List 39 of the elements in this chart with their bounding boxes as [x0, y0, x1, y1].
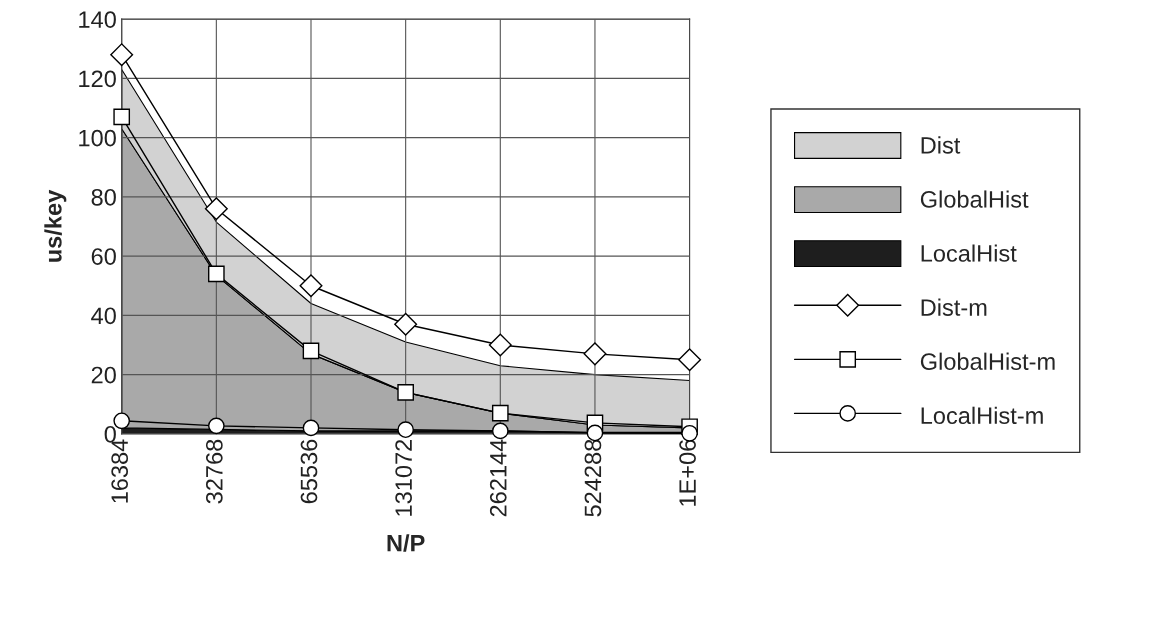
- point: [204, 197, 228, 221]
- legend-label: Dist: [921, 136, 961, 154]
- legend-label: GlobalHist-m: [920, 352, 1055, 370]
- y-tick-label: 40: [91, 307, 116, 325]
- y-tick-label: 60: [91, 248, 116, 265]
- y-tick-label: 100: [79, 129, 116, 147]
- x-tick-label: 32768: [205, 439, 223, 504]
- x-tick-label: 131072: [395, 439, 412, 516]
- point: [394, 312, 418, 336]
- point: [299, 274, 323, 298]
- legend-label: LocalHist-m: [921, 406, 1043, 425]
- point: [583, 342, 607, 366]
- x-tick-label: 65536: [300, 439, 318, 504]
- point: [586, 424, 604, 442]
- y-tick-label: 80: [91, 188, 116, 206]
- legend-label: Dist-m: [921, 298, 987, 316]
- point: [208, 417, 225, 435]
- y-tick-label: 140: [79, 11, 116, 28]
- point: [397, 384, 414, 401]
- y-axis-title: us/key: [44, 189, 67, 262]
- x-tick-label: 262144: [489, 439, 507, 517]
- legend-label: LocalHist: [921, 244, 1017, 262]
- point: [681, 424, 698, 442]
- y-tick-label: 120: [79, 70, 116, 88]
- x-tick-label: 1E+06: [679, 439, 696, 506]
- point: [110, 43, 134, 67]
- point: [302, 342, 320, 360]
- x-tick-label: 524288: [584, 439, 602, 517]
- point: [491, 422, 509, 440]
- point: [678, 348, 702, 372]
- point: [302, 419, 320, 437]
- y-tick-label: 20: [91, 366, 116, 384]
- point: [491, 404, 509, 422]
- x-axis-title: N/P: [387, 534, 425, 552]
- point: [208, 265, 225, 283]
- point: [488, 333, 512, 357]
- point: [113, 108, 131, 126]
- legend-label: GlobalHist: [920, 190, 1029, 208]
- point: [397, 421, 414, 439]
